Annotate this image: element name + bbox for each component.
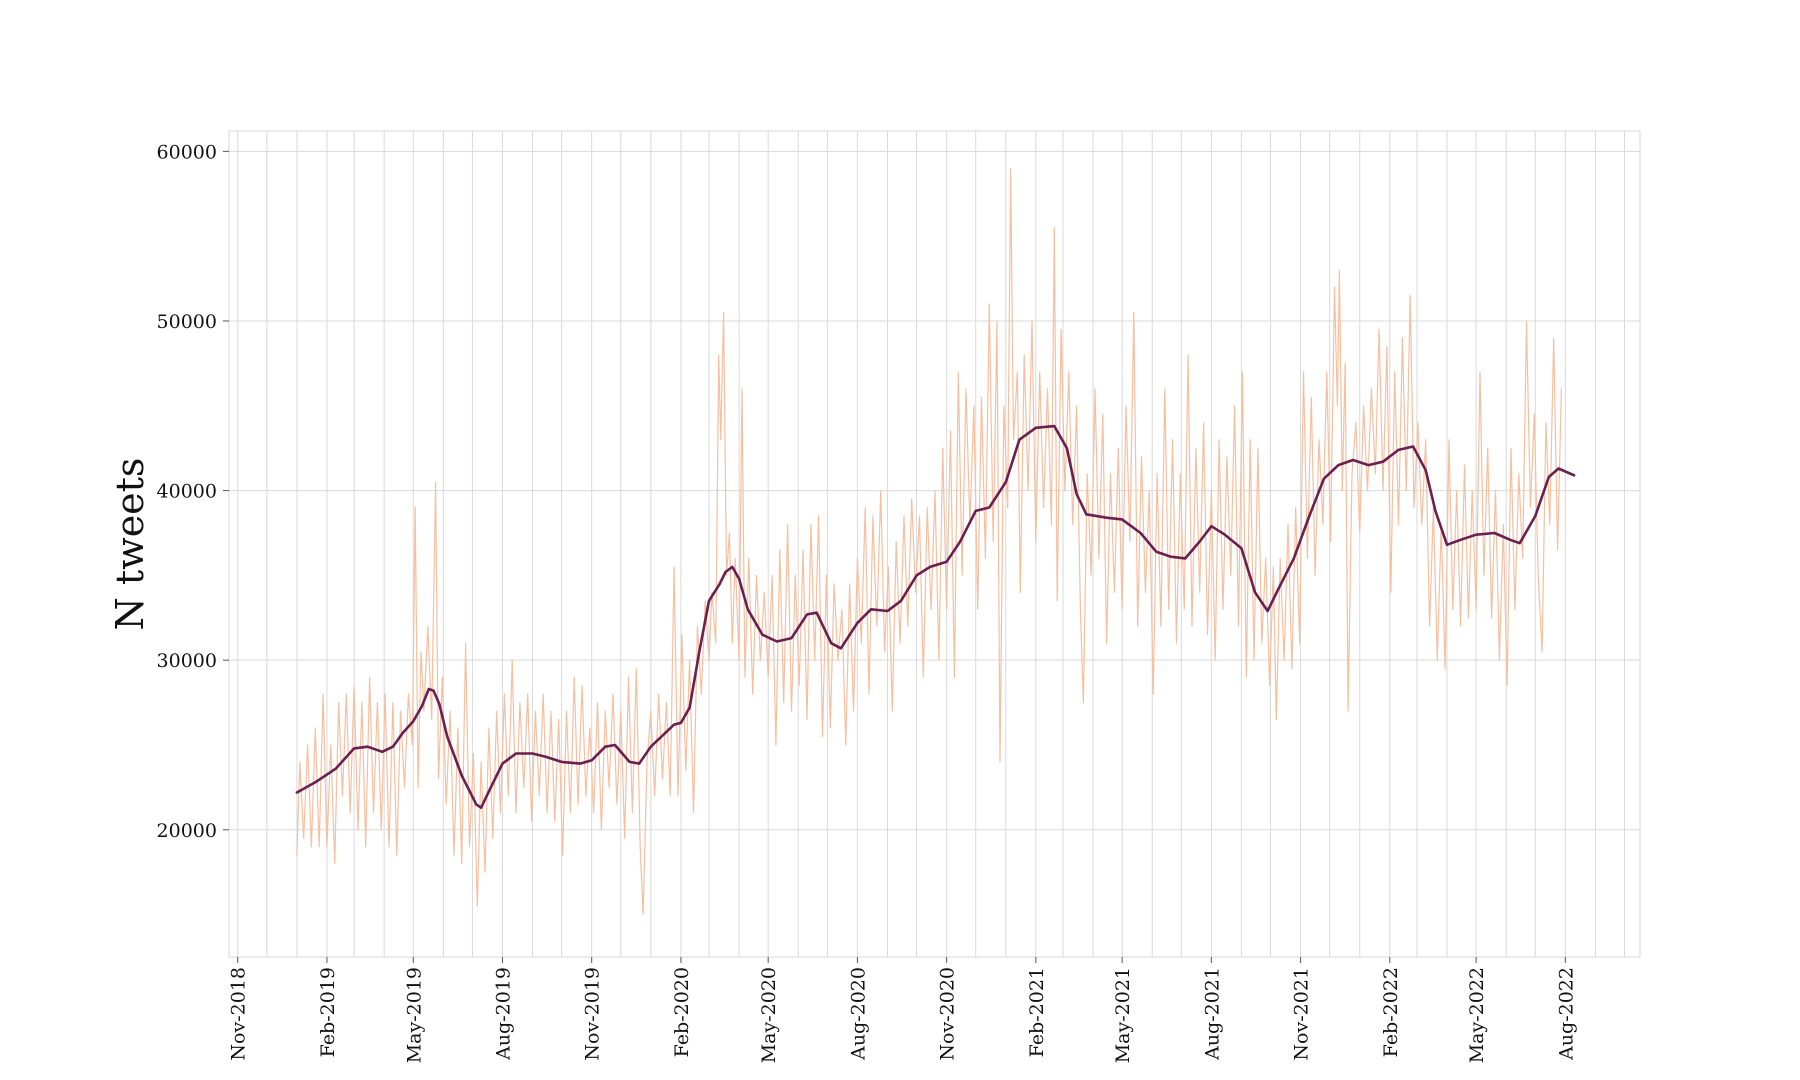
x-tick-label: May-2019: [403, 967, 425, 1063]
x-tick-label: May-2020: [758, 967, 780, 1063]
y-tick-label: 30000: [157, 650, 217, 672]
series-line-trend: [295, 424, 1576, 810]
x-tick-label: Aug-2022: [1555, 967, 1577, 1061]
x-tick-label: May-2021: [1112, 967, 1134, 1063]
y-tick-label: 60000: [157, 141, 217, 163]
x-gridlines: [237, 131, 1625, 957]
y-tick-label: 50000: [157, 311, 217, 333]
y-gridlines: [229, 150, 1640, 831]
x-tick-label: May-2022: [1466, 967, 1488, 1063]
x-tick-label: Nov-2020: [937, 967, 959, 1061]
y-tick-label: 20000: [157, 820, 217, 842]
x-tick-label: Feb-2020: [671, 967, 693, 1057]
x-tick-label: Aug-2019: [492, 967, 514, 1061]
y-axis-label: N tweets: [108, 458, 152, 631]
series-layer: [295, 167, 1576, 916]
y-tick-label: 40000: [157, 481, 217, 503]
x-tick-label: Feb-2022: [1380, 967, 1402, 1057]
x-tick-label: Feb-2019: [317, 967, 339, 1057]
x-tick-label: Nov-2019: [582, 967, 604, 1061]
series-line-daily: [296, 167, 1563, 916]
y-tick-labels: 20000 30000 40000 50000 60000: [157, 141, 229, 842]
x-tick-label: Aug-2020: [847, 967, 869, 1061]
plot-area: [228, 130, 1641, 958]
x-tick-label: Aug-2021: [1201, 967, 1223, 1061]
x-tick-label: Nov-2021: [1291, 967, 1313, 1061]
x-tick-label: Nov-2018: [228, 967, 250, 1061]
x-tick-labels: Nov-2018 Feb-2019 May-2019 Aug-2019 Nov-2019…: [228, 957, 1577, 1063]
x-tick-label: Feb-2021: [1026, 967, 1048, 1057]
